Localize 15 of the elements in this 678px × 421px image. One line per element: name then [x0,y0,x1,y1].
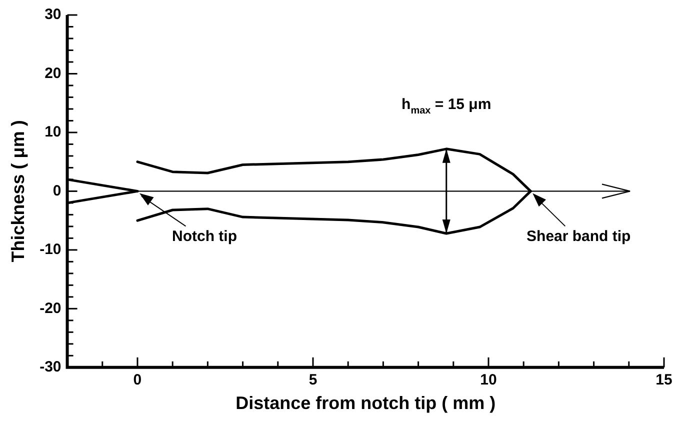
y-tick-label: 10 [44,124,62,141]
y-tick-label: -30 [40,358,62,376]
annotation: Notch tip [172,228,237,246]
annotation: Shear band tip [526,228,631,246]
x-tick-label: 5 [308,372,318,389]
y-tick-label: -20 [40,300,62,317]
x-tick-label: 0 [133,372,142,389]
x-axis-title: Distance from notch tip ( mm ) [236,393,496,414]
x-tick-label: 15 [656,372,672,389]
x-tick-label: 10 [480,372,497,389]
y-tick-label: 0 [52,182,62,200]
y-axis-title: Thickness ( μm ) [8,120,28,262]
y-tick-label: -10 [40,241,62,258]
y-tick-label: 20 [44,64,62,82]
y-tick-label: 30 [44,6,62,24]
